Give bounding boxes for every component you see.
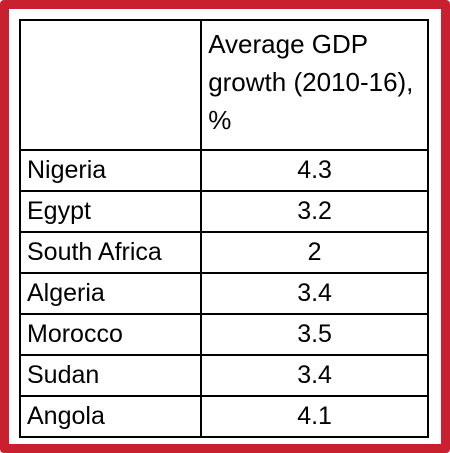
gdp-value-cell: 4.3 [200,149,429,192]
table-row: Egypt 3.2 [18,190,429,233]
gdp-growth-table: Average GDP growth (2010-16), % Nigeria … [18,19,429,438]
gdp-value-cell: 2 [200,231,429,274]
table-row: Algeria 3.4 [18,272,429,315]
table-row: Nigeria 4.3 [18,149,429,192]
country-cell: Nigeria [18,149,203,192]
gdp-value-cell: 3.5 [200,313,429,356]
header-gdp-growth: Average GDP growth (2010-16), % [200,19,429,151]
table-header-row: Average GDP growth (2010-16), % [18,19,429,151]
gdp-value-cell: 3.4 [200,272,429,315]
country-cell: Angola [18,395,203,438]
country-cell: Morocco [18,313,203,356]
header-corner-cell [18,19,203,151]
gdp-value-cell: 3.4 [200,354,429,397]
country-cell: Algeria [18,272,203,315]
gdp-value-cell: 3.2 [200,190,429,233]
table-row: Angola 4.1 [18,395,429,438]
country-cell: South Africa [18,231,203,274]
gdp-value-cell: 4.1 [200,395,429,438]
country-cell: Sudan [18,354,203,397]
country-cell: Egypt [18,190,203,233]
table-row: Sudan 3.4 [18,354,429,397]
table-row: Morocco 3.5 [18,313,429,356]
table-row: South Africa 2 [18,231,429,274]
